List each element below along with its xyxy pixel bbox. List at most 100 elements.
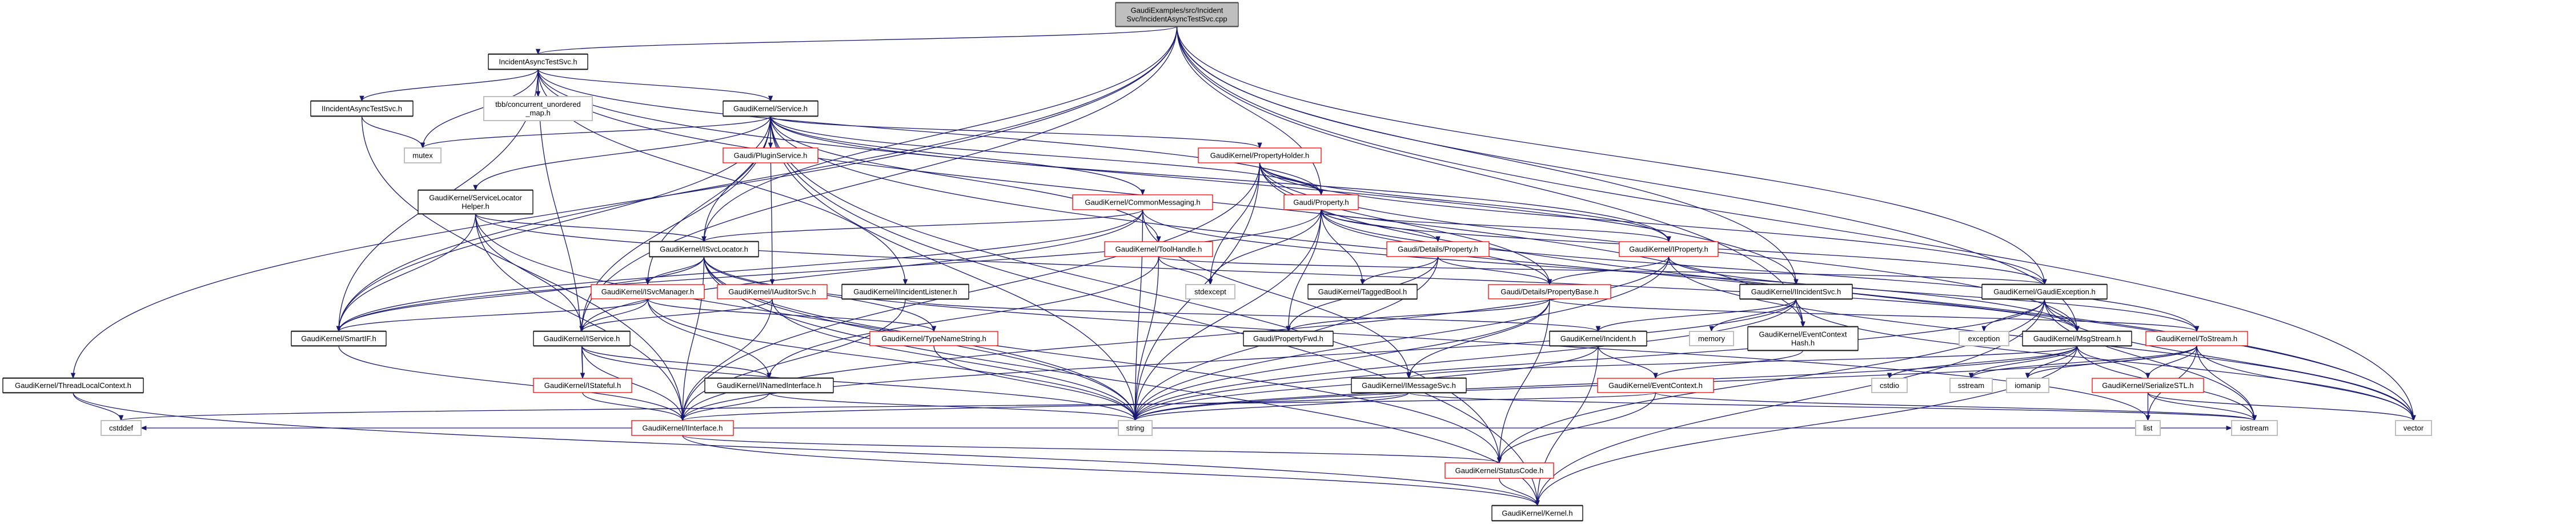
node-plugin-service[interactable]: Gaudi/PluginService.h	[723, 147, 818, 163]
dependency-edge-iincident-svc-to-incident	[1595, 298, 1797, 333]
node-box	[1549, 331, 1647, 346]
node-tool-handle[interactable]: GaudiKernel/ToolHandle.h	[1104, 241, 1213, 257]
node-kernel[interactable]: GaudiKernel/Kernel.h	[1491, 505, 1583, 522]
dependency-edge-isvc-manager-to-smart-if	[336, 298, 648, 333]
node-box	[1597, 378, 1714, 393]
node-stdexcept: stdexcept	[1185, 284, 1235, 299]
dependency-edge-property-to-tagged-bool	[1321, 209, 1365, 286]
node-type-name-string[interactable]: GaudiKernel/TypeNameString.h	[869, 331, 998, 346]
node-iincident-listener[interactable]: GaudiKernel/IIncidentListener.h	[841, 283, 969, 300]
node-istateful[interactable]: GaudiKernel/IStateful.h	[533, 378, 632, 393]
node-tagged-bool[interactable]: GaudiKernel/TaggedBool.h	[1307, 283, 1418, 300]
node-box	[483, 96, 593, 121]
node-label: IIncidentAsyncTestSvc.h	[322, 105, 402, 113]
node-iproperty[interactable]: GaudiKernel/IProperty.h	[1619, 241, 1719, 257]
node-isvc-manager[interactable]: GaudiKernel/ISvcManager.h	[591, 284, 705, 299]
node-serialize-stl[interactable]: GaudiKernel/SerializeSTL.h	[2092, 378, 2204, 393]
node-iauditor-svc[interactable]: GaudiKernel/IAuditorSvc.h	[717, 284, 828, 299]
dependency-edge-isvc-manager-to-iservice	[579, 298, 648, 333]
node-label: GaudiKernel/Incident.h	[1560, 334, 1636, 343]
node-incident-async-test-svc[interactable]: IncidentAsyncTestSvc.h	[488, 53, 588, 70]
dependency-edge-serialize-stl-to-iostream	[2147, 392, 2257, 422]
node-label: GaudiKernel/IIncidentListener.h	[853, 287, 957, 296]
dependency-edge-iincident-listener-to-incident	[905, 298, 1600, 333]
dependency-edge-iincident-async-test-svc-to-mutex	[361, 115, 426, 149]
dependency-edge-service-to-iauditor-svc	[769, 115, 775, 286]
node-gaudi-exception[interactable]: GaudiKernel/GaudiException.h	[1981, 283, 2108, 300]
node-box	[2145, 331, 2248, 346]
node-label: Hash.h	[1791, 339, 1815, 347]
node-iinterface[interactable]: GaudiKernel/IInterface.h	[631, 420, 734, 436]
node-label: GaudiKernel/INamedInterface.h	[717, 381, 821, 390]
node-msg-stream[interactable]: GaudiKernel/MsgStream.h	[2022, 330, 2132, 347]
node-box	[533, 378, 632, 393]
node-label: GaudiKernel/PropertyHolder.h	[1210, 151, 1309, 160]
node-label: exception	[1968, 334, 2000, 343]
dependency-edge-service-to-tool-handle	[770, 115, 1161, 243]
dependency-edge-property-base-to-property-fwd	[1286, 298, 1550, 333]
node-box	[841, 284, 969, 299]
node-box	[1351, 378, 1467, 393]
dependency-edge-gaudi-exception-to-iostream	[2044, 298, 2257, 422]
node-common-messaging[interactable]: GaudiKernel/CommonMessaging.h	[1072, 194, 1213, 210]
node-mutex: mutex	[404, 147, 442, 163]
dependency-edge-main-to-incident-async-test-svc	[536, 26, 1178, 55]
node-box	[310, 101, 414, 117]
node-event-context[interactable]: GaudiKernel/EventContext.h	[1597, 378, 1714, 393]
dependency-edge-iincident-async-test-svc-to-iinterface	[361, 115, 685, 422]
dependency-edge-iinterface-to-status-code	[682, 435, 1502, 464]
dependency-edge-property-holder-to-iproperty	[1259, 162, 1671, 243]
node-box	[2092, 378, 2204, 393]
dependency-edge-smart-if-to-iinterface	[338, 345, 685, 422]
dependency-edge-gaudi-exception-to-status-code	[1496, 298, 2045, 464]
dependency-edge-service-to-property-holder	[770, 115, 1262, 149]
node-details-property[interactable]: Gaudi/Details/Property.h	[1386, 241, 1490, 257]
dependency-edge-property-holder-to-stdexcept	[1207, 162, 1261, 286]
edge-layer	[70, 26, 2416, 507]
node-label: IncidentAsyncTestSvc.h	[499, 58, 577, 66]
node-property-fwd[interactable]: Gaudi/PropertyFwd.h	[1243, 330, 1334, 347]
dependency-edge-iauditor-svc-to-string	[772, 298, 1138, 422]
node-label: Gaudi/PluginService.h	[734, 151, 808, 160]
node-label: GaudiKernel/Kernel.h	[1502, 509, 1572, 518]
node-list: list	[2135, 420, 2161, 436]
node-iincident-svc[interactable]: GaudiKernel/IIncidentSvc.h	[1739, 283, 1853, 300]
node-smart-if[interactable]: GaudiKernel/SmartIF.h	[291, 330, 387, 347]
node-to-stream[interactable]: GaudiKernel/ToStream.h	[2145, 331, 2248, 346]
dependency-edge-thread-local-context-to-kernel	[73, 392, 1540, 507]
node-label: GaudiKernel/IMessageSvc.h	[1362, 381, 1456, 390]
node-box	[1619, 241, 1719, 257]
dependency-edge-msg-stream-to-kernel	[1535, 345, 2078, 507]
node-isvc-locator[interactable]: GaudiKernel/ISvcLocator.h	[649, 241, 759, 258]
node-property-holder[interactable]: GaudiKernel/PropertyHolder.h	[1198, 147, 1322, 163]
node-label: GaudiKernel/IService.h	[544, 334, 620, 343]
dependency-edge-service-to-mutex	[420, 115, 771, 149]
node-iincident-async-test-svc[interactable]: IIncidentAsyncTestSvc.h	[310, 100, 414, 117]
node-box	[1104, 241, 1213, 257]
node-box	[1959, 331, 2009, 346]
node-label: GaudiKernel/Service.h	[733, 105, 808, 113]
dependency-edge-thread-local-context-to-cstddef	[73, 392, 124, 422]
node-incident[interactable]: GaudiKernel/Incident.h	[1549, 330, 1647, 347]
node-imessage-svc[interactable]: GaudiKernel/IMessageSvc.h	[1351, 377, 1467, 394]
node-inamed-interface[interactable]: GaudiKernel/INamedInterface.h	[704, 377, 834, 394]
dependency-edge-msg-stream-to-cstdio	[1887, 345, 2078, 379]
node-label: cstdio	[1880, 381, 1899, 390]
dependency-edge-details-property-to-tagged-bool	[1360, 256, 1439, 286]
node-iostream: iostream	[2231, 420, 2278, 436]
node-box	[291, 331, 387, 346]
dependency-edge-incident-async-test-svc-to-property	[537, 69, 1324, 196]
node-property-base[interactable]: Gaudi/Details/PropertyBase.h	[1488, 284, 1611, 299]
node-property[interactable]: Gaudi/Property.h	[1283, 194, 1359, 210]
node-status-code[interactable]: GaudiKernel/StatusCode.h	[1445, 462, 1554, 479]
node-label: GaudiKernel/EventContext.h	[1608, 381, 1703, 390]
node-service[interactable]: GaudiKernel/Service.h	[723, 100, 818, 117]
node-label: GaudiKernel/IStateful.h	[544, 381, 621, 390]
node-label: GaudiKernel/IIncidentSvc.h	[1751, 287, 1841, 296]
node-thread-local-context[interactable]: GaudiKernel/ThreadLocalContext.h	[2, 377, 144, 394]
node-iservice[interactable]: GaudiKernel/IService.h	[533, 330, 631, 347]
dependency-edge-tool-handle-to-stdexcept	[1158, 256, 1213, 286]
dependency-edge-iincident-svc-to-iinterface	[680, 298, 1797, 422]
